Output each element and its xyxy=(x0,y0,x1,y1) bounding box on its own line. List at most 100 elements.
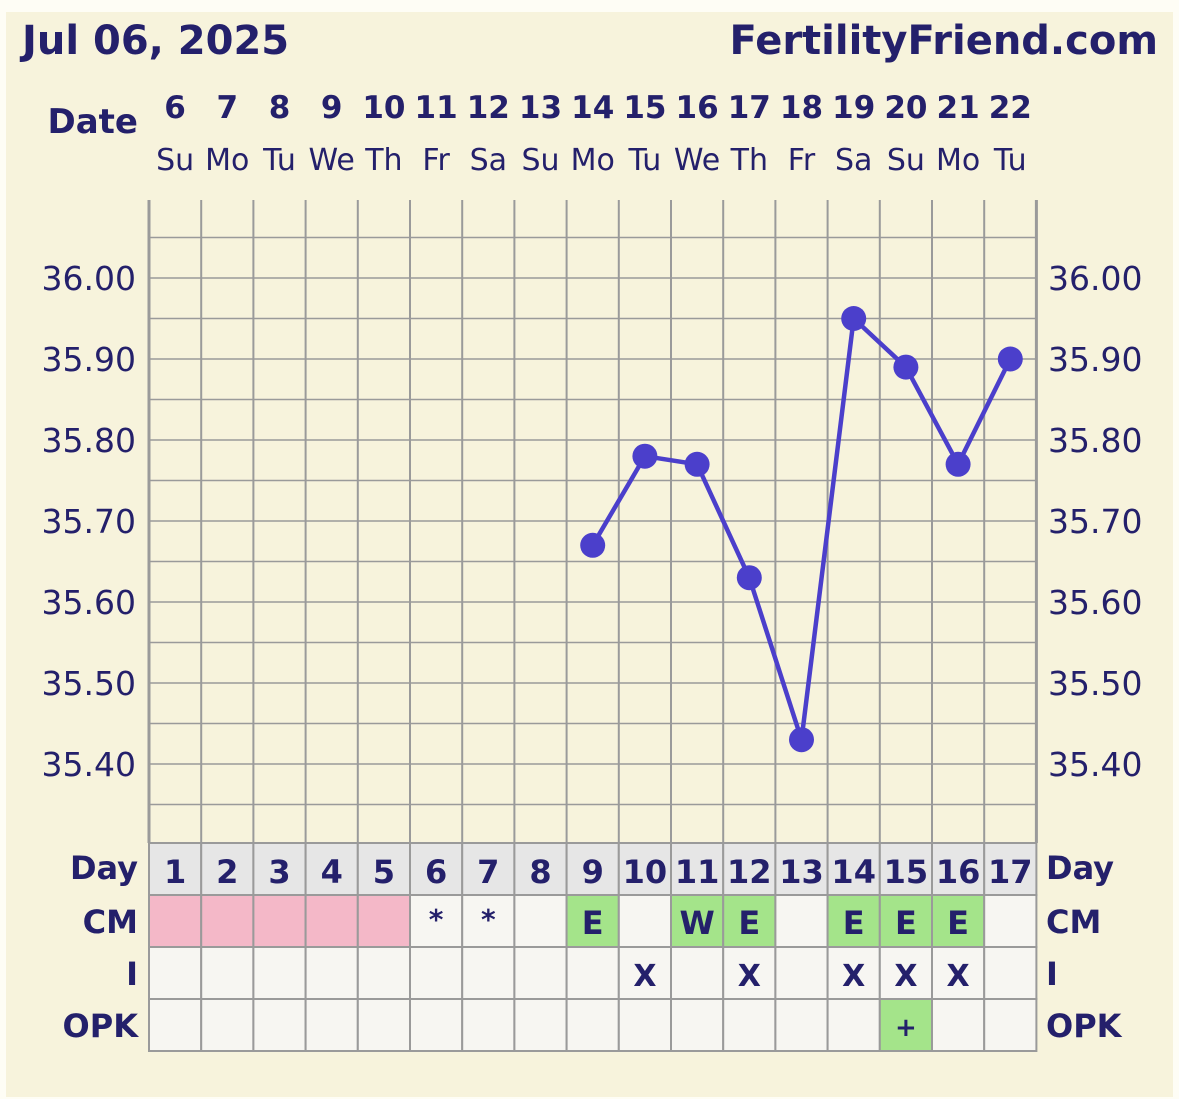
row-cell xyxy=(670,946,725,1000)
row-cell xyxy=(148,842,203,896)
cervical-mucus-mark: E xyxy=(738,904,760,942)
weekday-label: Th xyxy=(730,143,768,178)
row-cell xyxy=(148,998,203,1052)
cycle-day-number: 8 xyxy=(529,853,551,891)
row-cell xyxy=(461,998,516,1052)
weekday-label: Mo xyxy=(571,143,615,178)
row-cell xyxy=(722,842,777,896)
cervical-mucus-mark: * xyxy=(481,903,496,936)
temperature-point xyxy=(789,727,814,753)
y-tick-label-left: 35.50 xyxy=(42,664,136,703)
row-cell xyxy=(409,842,464,896)
temperature-point xyxy=(945,451,971,477)
cycle-day-number: 1 xyxy=(164,853,186,891)
site-name: FertilityFriend.com xyxy=(729,18,1158,64)
weekday-label: We xyxy=(674,143,720,178)
cervical-mucus-mark: E xyxy=(895,904,917,942)
weekday-label: Tu xyxy=(628,143,662,178)
row-cell xyxy=(252,946,307,1000)
chart-date-title: Jul 06, 2025 xyxy=(19,18,289,64)
row-label-right: Day xyxy=(1046,849,1114,887)
row-cell xyxy=(983,946,1038,1000)
cycle-day-number: 3 xyxy=(268,853,290,891)
date-number: 22 xyxy=(989,90,1032,126)
row-cell xyxy=(931,842,986,896)
y-tick-label-left: 35.40 xyxy=(42,745,136,784)
date-number: 6 xyxy=(164,90,186,126)
date-number: 12 xyxy=(467,90,510,126)
intercourse-mark: X xyxy=(894,959,917,994)
row-cell xyxy=(304,946,359,1000)
intercourse-mark: X xyxy=(738,959,761,994)
weekday-label: Su xyxy=(887,143,925,178)
cycle-day-number: 9 xyxy=(582,853,604,891)
row-cell xyxy=(670,842,725,896)
date-number: 14 xyxy=(571,90,614,126)
weekday-label: Sa xyxy=(835,143,872,178)
cycle-day-number: 13 xyxy=(779,853,824,891)
weekday-label: Th xyxy=(364,143,402,178)
date-row-label: Date xyxy=(48,102,138,142)
weekday-label: Sa xyxy=(470,143,507,178)
row-cell xyxy=(670,998,725,1052)
row-label-left: CM xyxy=(83,903,138,941)
row-cell xyxy=(774,894,829,948)
date-number: 15 xyxy=(623,90,666,126)
weekday-label: Fr xyxy=(422,143,450,178)
date-header: 6Su7Mo8Tu9We10Th11Fr12Sa13Su14Mo15Tu16We… xyxy=(156,90,1032,178)
cervical-mucus-mark: * xyxy=(429,903,444,936)
temperature-point xyxy=(632,443,658,469)
intercourse-mark: X xyxy=(842,959,865,994)
row-cell xyxy=(409,894,464,948)
row-cell xyxy=(983,894,1038,948)
y-tick-label-right: 35.70 xyxy=(1048,502,1142,541)
row-cell xyxy=(356,998,411,1052)
y-tick-label-left: 35.80 xyxy=(42,421,136,460)
y-tick-label-left: 35.60 xyxy=(42,583,136,622)
cycle-day-number: 11 xyxy=(675,853,720,891)
row-cell xyxy=(409,946,464,1000)
row-cell xyxy=(826,998,881,1052)
weekday-label: We xyxy=(309,143,355,178)
row-cell xyxy=(252,998,307,1052)
cervical-mucus-mark: E xyxy=(947,904,969,942)
weekday-label: Tu xyxy=(262,143,296,178)
row-label-left: OPK xyxy=(63,1007,140,1045)
row-cell xyxy=(148,946,203,1000)
row-label-left: I xyxy=(126,955,138,993)
temperature-point xyxy=(841,306,867,331)
row-cell xyxy=(774,946,829,1000)
row-cell xyxy=(983,998,1038,1052)
row-cell xyxy=(148,894,203,948)
date-number: 11 xyxy=(415,90,458,126)
row-cell xyxy=(617,998,672,1052)
temperature-point xyxy=(684,451,710,477)
cycle-day-number: 14 xyxy=(831,853,876,891)
row-cell xyxy=(200,946,255,1000)
cycle-day-number: 5 xyxy=(373,853,395,891)
weekday-label: Mo xyxy=(936,143,980,178)
row-cell xyxy=(565,894,620,948)
row-label-right: OPK xyxy=(1046,1007,1123,1045)
row-cell xyxy=(304,842,359,896)
row-cell xyxy=(252,894,307,948)
temperature-point xyxy=(893,354,919,380)
row-cell xyxy=(461,894,516,948)
row-cell xyxy=(304,894,359,948)
cervical-mucus-mark: W xyxy=(679,904,714,942)
cycle-day-number: 16 xyxy=(936,853,981,891)
date-number: 17 xyxy=(728,90,771,126)
y-tick-label-right: 35.40 xyxy=(1048,745,1142,784)
date-number: 8 xyxy=(269,90,291,126)
date-number: 21 xyxy=(937,90,980,126)
row-cell xyxy=(878,842,933,896)
y-axis-ticks: 36.00 36.00 35.90 35.90 35.80 35.80 35.70 35.70… xyxy=(42,259,1143,784)
cycle-day-number: 2 xyxy=(216,853,238,891)
temperature-point xyxy=(736,565,762,591)
cervical-mucus-mark: E xyxy=(582,904,604,942)
row-cell xyxy=(461,946,516,1000)
temperature-point xyxy=(997,346,1023,372)
weekday-label: Su xyxy=(521,143,559,178)
